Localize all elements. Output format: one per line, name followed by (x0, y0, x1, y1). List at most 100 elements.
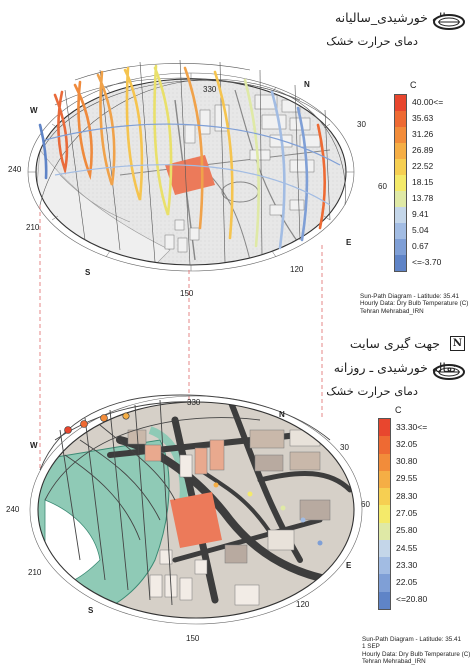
top-label-S: S (85, 268, 91, 277)
legend-swatch (395, 111, 406, 127)
legend-value: 35.63 (412, 113, 434, 123)
diagram2-meta-line: Tehran Mehrabad_IRN (362, 658, 426, 666)
legend-swatch (395, 95, 406, 111)
legend-swatch (395, 239, 406, 255)
legend-value: 9.41 (412, 209, 429, 219)
diagram2-title: نقاله خورشیدی ـ روزانه (333, 360, 456, 375)
legend-swatch (379, 419, 390, 437)
legend-swatch (379, 488, 390, 506)
legend-swatch (379, 436, 390, 454)
bottom-sun-hours (64, 412, 130, 434)
legend-swatch (395, 223, 406, 239)
top-label-330: 330 (203, 85, 217, 94)
bottom-label-150: 150 (186, 634, 200, 643)
north-symbol: N (450, 336, 465, 351)
legend-swatch (395, 143, 406, 159)
legend-value: 23.30 (396, 559, 418, 570)
top-label-E: E (346, 238, 352, 247)
legend-swatch (379, 557, 390, 575)
bottom-label-240: 240 (6, 505, 20, 514)
legend-value: 13.78 (412, 193, 434, 203)
diagram1-subtitle: دمای حرارت خشک (326, 34, 418, 48)
legend-swatch (395, 207, 406, 223)
bottom-sun-dots (213, 482, 323, 546)
top-label-210: 210 (26, 223, 40, 232)
top-buildings (164, 94, 321, 253)
legend-value: 26.89 (412, 145, 434, 155)
legend-value: 31.26 (412, 129, 434, 139)
bottom-site-highlight (170, 492, 222, 548)
diagram1-meta: Sun-Path Diagram - Latitude: 35.41 Hourl… (360, 293, 468, 315)
legend-swatch (379, 470, 390, 489)
legend-value: 24.55 (396, 542, 418, 553)
top-label-240: 240 (8, 165, 22, 174)
diagram2-meta-line: Sun-Path Diagram - Latitude: 35.41 (362, 636, 462, 643)
legend-swatch (395, 127, 406, 143)
legend-value: 27.05 (396, 508, 418, 518)
top-label-W: W (30, 106, 38, 115)
top-analemmas (38, 64, 326, 250)
bottom-label-210: 210 (28, 568, 42, 577)
diagram1-legend-unit: C (410, 80, 417, 90)
legend-swatch (395, 255, 406, 271)
connector-lines (39, 205, 323, 470)
legend-swatch (379, 539, 390, 558)
top-sky-dome (39, 59, 346, 266)
legend-value: <=-3.70 (412, 257, 442, 267)
legend-value: 18.15 (412, 177, 434, 187)
legend-value: 40.00<= (412, 97, 444, 107)
legend-swatch (379, 505, 390, 523)
diagram1-legend-bar (394, 94, 407, 272)
top-label-30: 30 (357, 120, 366, 129)
legend-swatch (379, 453, 390, 471)
bottom-label-N: N (279, 410, 285, 419)
top-hour-lines (44, 123, 341, 206)
legend-swatch (379, 591, 390, 609)
legend-value: 30.80 (396, 456, 418, 467)
bottom-label-60: 60 (361, 500, 370, 509)
legend-swatch (395, 191, 406, 207)
diagram1-title: نقاله خورشیدی_سالیانه (334, 10, 456, 25)
bottom-label-330: 330 (187, 398, 201, 407)
bottom-label-30: 30 (340, 443, 349, 452)
compass-icon (433, 364, 465, 380)
diagram2-legend-bar (378, 418, 391, 610)
diagram1-meta-line: Hourly Data: Dry Bulb Temperature (C) (360, 300, 469, 308)
top-label-120: 120 (290, 265, 304, 274)
diagram2-legend-unit: C (395, 405, 402, 415)
diagram2-meta: Sun-Path Diagram - Latitude: 35.41 1 SEP… (362, 636, 470, 666)
bottom-label-S: S (88, 606, 94, 615)
legend-value: 28.30 (396, 490, 418, 501)
diagram2-meta-line: Hourly Data: Dry Bulb Temperature (C) (362, 650, 471, 658)
legend-value: 25.80 (396, 525, 418, 536)
diagram2-meta-line: 1 SEP (362, 643, 380, 651)
legend-value: 22.05 (396, 577, 418, 588)
legend-value: 29.55 (396, 473, 418, 484)
top-label-N: N (304, 80, 310, 89)
bottom-label-120: 120 (296, 600, 310, 609)
bottom-compass-labels: 330 N 30 60 E 120 150 S 210 240 W (6, 398, 370, 643)
diagram2-subtitle: دمای حرارت خشک (326, 384, 418, 398)
legend-swatch (379, 522, 390, 540)
site-orientation-label: جهت گیری سایت (349, 336, 440, 351)
legend-swatch (395, 175, 406, 191)
legend-swatch (395, 159, 406, 175)
legend-value: 33.30<= (396, 421, 428, 432)
compass-icon (433, 14, 465, 30)
bottom-label-W: W (30, 441, 38, 450)
legend-value: 32.05 (396, 438, 418, 449)
bottom-blocks (127, 429, 331, 606)
bottom-compass-ring (29, 395, 363, 625)
top-label-150: 150 (180, 289, 194, 298)
legend-swatch (379, 574, 390, 592)
top-compass-labels: 330 N 30 60 E 120 150 S 210 240 W (8, 80, 387, 298)
diagram1-meta-line: Sun-Path Diagram - Latitude: 35.41 (360, 293, 460, 300)
top-label-60: 60 (378, 182, 387, 191)
legend-value: 22.52 (412, 161, 434, 171)
legend-value: 0.67 (412, 241, 429, 251)
diagram1-meta-line: Tehran Mehrabad_IRN (360, 307, 424, 315)
legend-value: 5.04 (412, 225, 429, 235)
bottom-label-E: E (346, 561, 352, 570)
legend-value: <=20.80 (396, 594, 428, 605)
